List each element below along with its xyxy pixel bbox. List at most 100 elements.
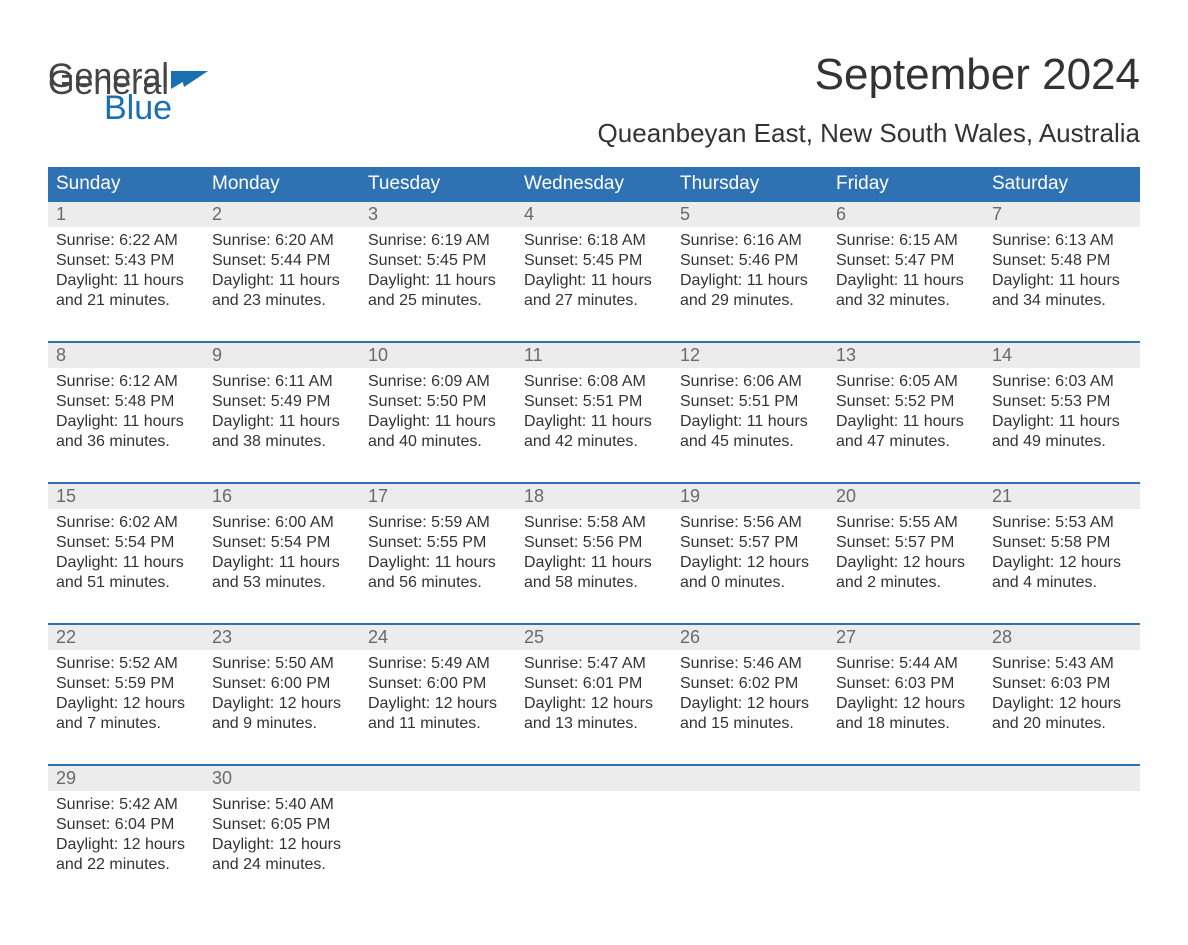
- daylight-line-1: Daylight: 12 hours: [56, 835, 196, 855]
- day-number: 28: [984, 625, 1140, 650]
- day-body-row: Sunrise: 5:42 AMSunset: 6:04 PMDaylight:…: [48, 791, 1140, 891]
- sunset-line: Sunset: 5:53 PM: [992, 392, 1132, 412]
- day-cell: [516, 791, 672, 891]
- day-number: 11: [516, 343, 672, 368]
- day-cell: Sunrise: 5:59 AMSunset: 5:55 PMDaylight:…: [360, 509, 516, 609]
- day-number: [360, 766, 516, 791]
- sunset-line: Sunset: 5:54 PM: [56, 533, 196, 553]
- day-cell: Sunrise: 5:50 AMSunset: 6:00 PMDaylight:…: [204, 650, 360, 750]
- day-number: [672, 766, 828, 791]
- daylight-line-1: Daylight: 12 hours: [368, 694, 508, 714]
- daylight-line-2: and 58 minutes.: [524, 573, 664, 593]
- sunset-line: Sunset: 5:48 PM: [992, 251, 1132, 271]
- daylight-line-2: and 24 minutes.: [212, 855, 352, 875]
- day-cell: Sunrise: 5:47 AMSunset: 6:01 PMDaylight:…: [516, 650, 672, 750]
- day-cell: [828, 791, 984, 891]
- day-number: 1: [48, 202, 204, 227]
- day-cell: [672, 791, 828, 891]
- day-number: 6: [828, 202, 984, 227]
- sunrise-line: Sunrise: 6:20 AM: [212, 231, 352, 251]
- daylight-line-2: and 40 minutes.: [368, 432, 508, 452]
- daylight-line-1: Daylight: 12 hours: [836, 694, 976, 714]
- sunrise-line: Sunrise: 5:43 AM: [992, 654, 1132, 674]
- day-number: 3: [360, 202, 516, 227]
- sunrise-line: Sunrise: 6:05 AM: [836, 372, 976, 392]
- daylight-line-1: Daylight: 11 hours: [524, 553, 664, 573]
- sunrise-line: Sunrise: 6:15 AM: [836, 231, 976, 251]
- day-number: 25: [516, 625, 672, 650]
- day-number: 18: [516, 484, 672, 509]
- day-cell: [984, 791, 1140, 891]
- daylight-line-2: and 23 minutes.: [212, 291, 352, 311]
- logo-text-blue: Blue: [48, 92, 210, 124]
- daylight-line-1: Daylight: 11 hours: [56, 412, 196, 432]
- sunset-line: Sunset: 5:49 PM: [212, 392, 352, 412]
- daylight-line-1: Daylight: 11 hours: [212, 271, 352, 291]
- day-number: 15: [48, 484, 204, 509]
- logo-block: General Blue: [48, 60, 210, 125]
- day-cell: Sunrise: 6:18 AMSunset: 5:45 PMDaylight:…: [516, 227, 672, 327]
- daylight-line-2: and 0 minutes.: [680, 573, 820, 593]
- day-cell: Sunrise: 5:43 AMSunset: 6:03 PMDaylight:…: [984, 650, 1140, 750]
- day-cell: Sunrise: 6:05 AMSunset: 5:52 PMDaylight:…: [828, 368, 984, 468]
- day-number: 12: [672, 343, 828, 368]
- daylight-line-1: Daylight: 11 hours: [56, 553, 196, 573]
- daylight-line-2: and 9 minutes.: [212, 714, 352, 734]
- calendar-week: 1234567Sunrise: 6:22 AMSunset: 5:43 PMDa…: [48, 202, 1140, 327]
- sunset-line: Sunset: 5:58 PM: [992, 533, 1132, 553]
- day-number: 16: [204, 484, 360, 509]
- sunset-line: Sunset: 6:05 PM: [212, 815, 352, 835]
- sunset-line: Sunset: 5:51 PM: [524, 392, 664, 412]
- daylight-line-2: and 51 minutes.: [56, 573, 196, 593]
- daylight-line-1: Daylight: 11 hours: [212, 412, 352, 432]
- day-cell: Sunrise: 5:55 AMSunset: 5:57 PMDaylight:…: [828, 509, 984, 609]
- daylight-line-1: Daylight: 11 hours: [680, 271, 820, 291]
- calendar-day-header: Sunday Monday Tuesday Wednesday Thursday…: [48, 167, 1140, 202]
- daylight-line-1: Daylight: 11 hours: [836, 271, 976, 291]
- sunrise-line: Sunrise: 6:02 AM: [56, 513, 196, 533]
- daylight-line-1: Daylight: 12 hours: [524, 694, 664, 714]
- sunset-line: Sunset: 5:50 PM: [368, 392, 508, 412]
- day-cell: [360, 791, 516, 891]
- sunset-line: Sunset: 5:45 PM: [368, 251, 508, 271]
- daylight-line-1: Daylight: 12 hours: [680, 553, 820, 573]
- sunset-line: Sunset: 6:04 PM: [56, 815, 196, 835]
- day-cell: Sunrise: 6:12 AMSunset: 5:48 PMDaylight:…: [48, 368, 204, 468]
- sunrise-line: Sunrise: 6:03 AM: [992, 372, 1132, 392]
- sunrise-line: Sunrise: 6:19 AM: [368, 231, 508, 251]
- day-number: 23: [204, 625, 360, 650]
- day-number: 13: [828, 343, 984, 368]
- day-number: 21: [984, 484, 1140, 509]
- sunrise-line: Sunrise: 6:11 AM: [212, 372, 352, 392]
- day-number: [984, 766, 1140, 791]
- daylight-line-1: Daylight: 11 hours: [524, 412, 664, 432]
- sunrise-line: Sunrise: 5:52 AM: [56, 654, 196, 674]
- daylight-line-2: and 25 minutes.: [368, 291, 508, 311]
- day-number: 19: [672, 484, 828, 509]
- daylight-line-1: Daylight: 11 hours: [212, 553, 352, 573]
- day-number: 2: [204, 202, 360, 227]
- day-cell: Sunrise: 6:16 AMSunset: 5:46 PMDaylight:…: [672, 227, 828, 327]
- daylight-line-1: Daylight: 11 hours: [56, 271, 196, 291]
- day-number: [516, 766, 672, 791]
- day-number-row: 1234567: [48, 202, 1140, 227]
- sunrise-line: Sunrise: 6:22 AM: [56, 231, 196, 251]
- day-cell: Sunrise: 5:53 AMSunset: 5:58 PMDaylight:…: [984, 509, 1140, 609]
- day-number: 8: [48, 343, 204, 368]
- sunset-line: Sunset: 5:46 PM: [680, 251, 820, 271]
- day-number-row: 2930: [48, 766, 1140, 791]
- daylight-line-2: and 47 minutes.: [836, 432, 976, 452]
- daylight-line-1: Daylight: 11 hours: [992, 412, 1132, 432]
- sunset-line: Sunset: 5:43 PM: [56, 251, 196, 271]
- daylight-line-2: and 11 minutes.: [368, 714, 508, 734]
- day-header-sunday: Sunday: [48, 167, 204, 202]
- calendar-weeks: 1234567Sunrise: 6:22 AMSunset: 5:43 PMDa…: [48, 202, 1140, 891]
- day-number: 17: [360, 484, 516, 509]
- sunset-line: Sunset: 5:44 PM: [212, 251, 352, 271]
- daylight-line-2: and 34 minutes.: [992, 291, 1132, 311]
- sunrise-line: Sunrise: 5:59 AM: [368, 513, 508, 533]
- day-number: 20: [828, 484, 984, 509]
- calendar-week: 15161718192021Sunrise: 6:02 AMSunset: 5:…: [48, 482, 1140, 609]
- day-header-saturday: Saturday: [984, 167, 1140, 202]
- day-number: 24: [360, 625, 516, 650]
